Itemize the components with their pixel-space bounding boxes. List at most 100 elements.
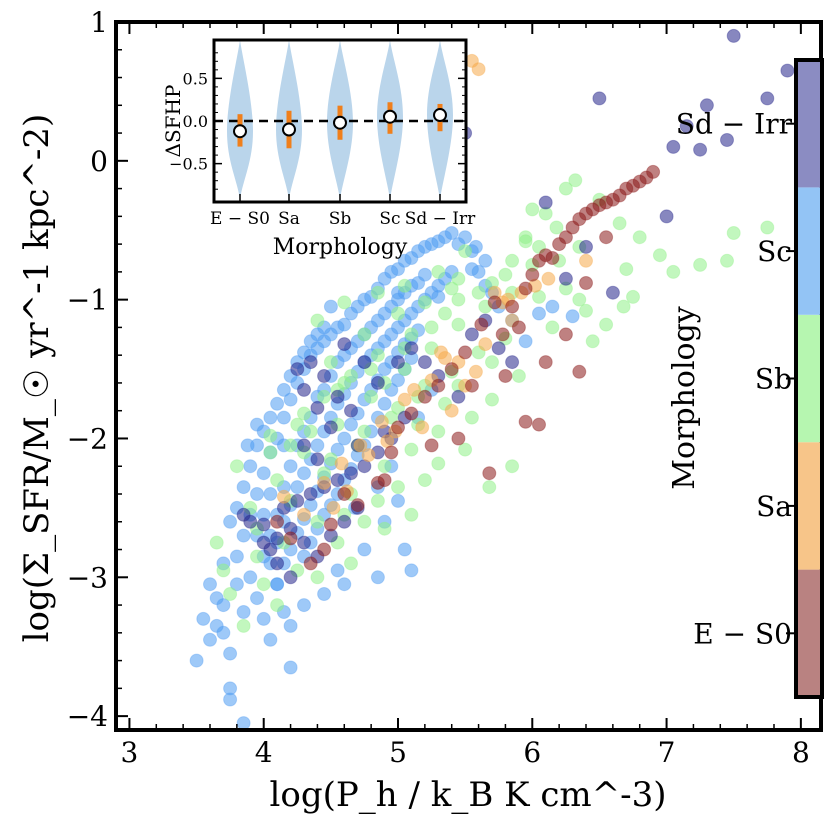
inset-y-tick-label: −0.5 (169, 155, 208, 174)
scatter-point (518, 414, 533, 429)
scatter-point (330, 389, 345, 404)
scatter-point (357, 514, 372, 529)
violin-median-marker (383, 109, 397, 124)
scatter-point (397, 278, 412, 293)
scatter-point (478, 337, 493, 352)
x-tick-label: 3 (121, 736, 139, 769)
scatter-point (605, 285, 620, 300)
scatter-point (236, 605, 251, 619)
scatter-point (290, 362, 305, 377)
scatter-point (357, 542, 372, 557)
scatter-point (464, 378, 479, 393)
violin-median-marker (333, 115, 347, 130)
scatter-point (397, 392, 412, 407)
scatter-point (391, 493, 405, 508)
scatter-point (276, 489, 291, 504)
scatter-point (485, 392, 499, 407)
scatter-point (431, 289, 446, 304)
scatter-point (283, 459, 298, 474)
scatter-point (720, 133, 734, 147)
scatter-point (404, 563, 419, 578)
scatter-point (323, 299, 338, 314)
scatter-point (693, 257, 708, 272)
scatter-point (391, 355, 405, 370)
scatter-point (236, 528, 251, 543)
scatter-point (568, 173, 583, 188)
colorbar-tick-label: Sb (755, 363, 792, 396)
scatter-point (270, 396, 285, 411)
inset-x-label: Morphology (273, 235, 408, 260)
scatter-point (391, 373, 405, 388)
scatter-point (310, 570, 325, 585)
scatter-point (482, 466, 497, 481)
scatter-point (361, 448, 376, 463)
scatter-point (283, 618, 298, 633)
scatter-point (357, 424, 372, 439)
scatter-point (538, 195, 553, 210)
scatter-point (391, 480, 405, 495)
scatter-point (518, 234, 533, 249)
scatter-point (236, 480, 251, 495)
scatter-point (444, 281, 459, 296)
scatter-point (541, 271, 556, 286)
scatter-point (310, 313, 325, 328)
y-tick-label: 1 (90, 6, 108, 39)
scatter-point (337, 317, 352, 332)
scatter-point (474, 317, 489, 332)
scatter-point (377, 473, 392, 488)
scatter-point (377, 396, 392, 411)
scatter-point (397, 542, 412, 557)
scatter-point (337, 487, 352, 501)
scatter-point (290, 417, 305, 432)
scatter-point (585, 334, 600, 349)
scatter-point (223, 587, 238, 601)
scatter-point (236, 716, 251, 730)
scatter-point (370, 285, 385, 300)
scatter-point (558, 271, 573, 286)
scatter-point (337, 337, 352, 352)
scatter-point (464, 262, 479, 277)
scatter-point (216, 625, 231, 640)
scatter-point (374, 414, 389, 429)
scatter-point (344, 466, 358, 481)
scatter-point (283, 570, 298, 585)
inset-y-label: ΔSFHP (161, 85, 185, 158)
scatter-point (404, 341, 419, 356)
scatter-point (451, 292, 466, 307)
scatter-point (189, 653, 204, 668)
colorbar-tick-label: E − S0 (693, 617, 792, 650)
scatter-point (337, 295, 352, 310)
scatter-point (317, 587, 332, 601)
scatter-point (438, 306, 452, 321)
scatter-point (451, 271, 466, 286)
scatter-point (495, 327, 510, 342)
scatter-point (404, 406, 419, 421)
colorbar-tick-label: Sd − Irr (676, 108, 793, 141)
scatter-point (549, 220, 564, 235)
scatter-point (391, 420, 405, 435)
scatter-point (270, 531, 285, 546)
x-tick-label: 8 (792, 736, 810, 769)
scatter-point (330, 563, 345, 578)
scatter-point (505, 459, 520, 474)
scatter-point (572, 292, 587, 307)
scatter-point (726, 28, 741, 43)
scatter-point (458, 230, 473, 245)
scatter-point (250, 549, 264, 564)
scatter-point (310, 452, 325, 467)
scatter-point (579, 253, 593, 268)
scatter-point (471, 285, 486, 300)
scatter-point (558, 327, 573, 342)
scatter-point (370, 493, 385, 508)
scatter-point (505, 299, 520, 314)
scatter-point (317, 542, 332, 557)
scatter-point (505, 253, 520, 268)
scatter-point (532, 417, 546, 432)
colorbar-segment (796, 314, 822, 443)
scatter-point (518, 334, 533, 349)
scatter-point (417, 295, 432, 310)
scatter-point (438, 351, 452, 365)
scatter-point (223, 514, 238, 529)
scatter-point (323, 420, 338, 435)
scatter-point (243, 570, 258, 585)
